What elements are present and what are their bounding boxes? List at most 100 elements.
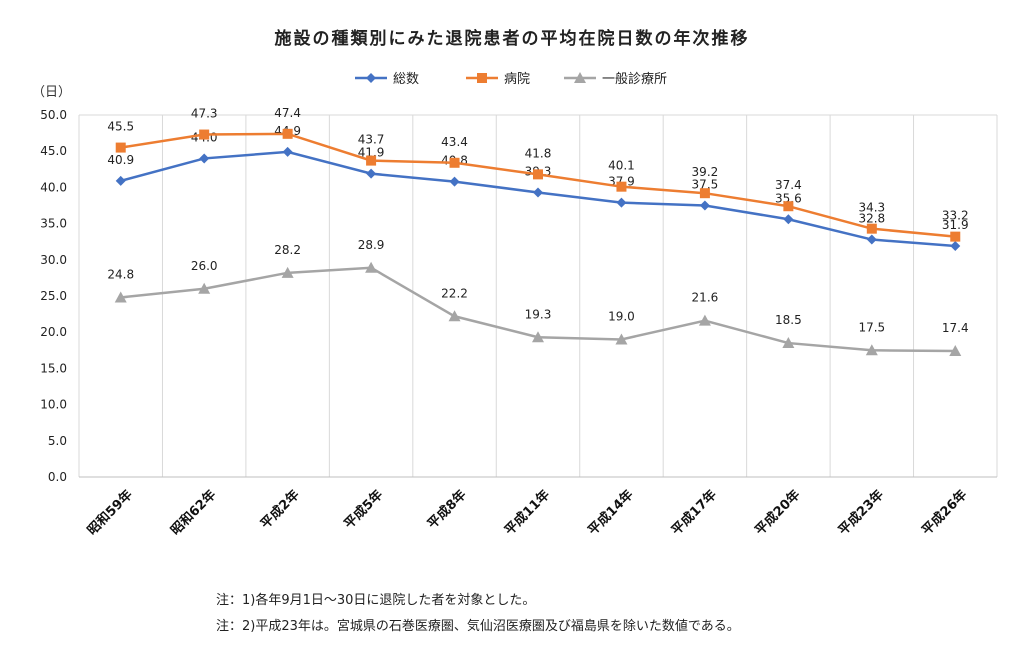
legend-label: 一般診療所 [602,71,667,87]
data-label: 41.8 [525,146,552,160]
data-label: 47.3 [191,107,218,121]
data-point-triangle [198,282,211,294]
data-point-diamond [282,146,293,157]
y-tick-label: 0.0 [48,470,67,484]
footnote-1: 注：1)各年9月1日～30日に退院した者を対象とした。 [216,593,536,608]
data-point-square [866,223,877,234]
data-label: 17.4 [942,321,969,335]
series-clinic: 24.8 26.0 28.2 28.9 22.2 19.3 19.0 21.6 18.5 17.5… [107,238,969,357]
data-label: 45.5 [107,120,134,134]
data-label: 43.4 [441,135,468,149]
y-tick-label: 10.0 [40,398,67,412]
data-label: 32.8 [858,212,885,226]
data-point-square [449,157,460,168]
legend-item: 病院 [466,72,530,87]
data-point-diamond [199,153,210,164]
line-chart: 施設の種類別にみた退院患者の平均在院日数の年次推移 （日） 0.0 5.0 10.0 15… [32,28,998,539]
data-point-square [282,128,293,139]
data-point-square [533,169,543,180]
data-point-triangle [281,266,294,278]
data-point-square [115,142,126,153]
y-tick-label: 15.0 [40,361,67,375]
y-tick-label: 5.0 [48,434,67,448]
data-label: 33.2 [942,209,969,223]
data-label: 24.8 [107,267,134,281]
data-label: 19.3 [525,307,552,321]
data-point-square [477,73,487,83]
data-point-diamond [783,214,794,225]
data-label: 31.9 [942,218,969,232]
y-tick-label: 25.0 [40,289,67,303]
x-tick-label: 平成17年 [668,487,720,539]
data-label: 37.4 [775,178,802,192]
data-point-diamond [866,234,877,245]
x-tick-label: 平成26年 [919,487,971,539]
chart-title: 施設の種類別にみた退院患者の平均在院日数の年次推移 [275,28,750,49]
data-label: 39.2 [692,165,719,179]
data-point-diamond [366,73,376,83]
y-axis-unit-label: （日） [32,85,71,100]
legend-item: 一般診療所 [564,71,667,87]
data-point-triangle [698,314,711,326]
data-point-square [783,201,794,212]
data-point-triangle [782,337,795,349]
data-label: 22.2 [441,286,468,300]
x-tick-label: 平成8年 [424,487,469,532]
series-hospital: 45.5 47.3 47.4 43.7 43.4 41.8 40.1 39.2 37.4 34.3… [107,106,969,242]
data-label: 34.3 [858,201,885,215]
data-point-diamond [366,168,377,179]
data-label: 28.9 [358,238,385,252]
data-point-triangle [574,72,586,83]
data-point-square [699,188,710,199]
data-label: 21.6 [692,291,719,305]
x-tick-label: 平成14年 [585,487,637,539]
data-point-triangle [365,261,378,273]
data-point-triangle [114,291,127,303]
data-label: 28.2 [274,243,301,257]
series-total: 40.944.044.941.940.839.337.937.535.632.8… [107,124,969,252]
x-tick-label: 平成23年 [835,487,887,539]
data-label: 26.0 [191,259,218,273]
legend-item: 総数 [355,72,419,87]
data-point-triangle [615,333,628,345]
data-label: 35.6 [775,191,802,205]
data-point-diamond [616,197,627,208]
data-label: 43.7 [358,133,385,147]
data-label: 40.9 [107,153,134,167]
x-tick-label: 昭和62年 [168,487,220,539]
x-tick-label: 平成20年 [752,487,804,539]
y-tick-label: 20.0 [40,325,67,339]
data-point-square [950,231,961,242]
data-label: 19.0 [608,309,635,323]
x-tick-label: 昭和59年 [84,487,136,539]
data-point-diamond [699,200,710,211]
x-tick-label: 平成2年 [257,487,302,532]
data-label: 18.5 [775,313,802,327]
data-point-square [616,181,627,192]
y-tick-label: 50.0 [40,108,67,122]
y-tick-label: 45.0 [40,144,67,158]
legend-label: 病院 [504,72,530,87]
x-tick-label: 平成5年 [341,487,386,532]
y-tick-label: 30.0 [40,253,67,267]
data-label: 47.4 [274,106,301,120]
footnote-2: 注：2)平成23年は。宮城県の石巻医療圏、気仙沼医療圏及び福島県を除いた数値であ… [216,619,740,634]
data-label: 41.9 [358,146,385,160]
data-label: 40.1 [608,159,635,173]
data-point-diamond [449,176,460,187]
legend-label: 総数 [393,72,419,87]
data-point-triangle [949,345,962,357]
data-point-diamond [950,241,961,252]
data-point-triangle [448,310,461,322]
data-point-square [366,155,377,166]
data-label: 37.5 [692,178,719,192]
data-label: 17.5 [858,320,885,334]
data-point-triangle [532,331,544,343]
data-point-diamond [533,187,543,198]
y-tick-label: 40.0 [40,180,67,194]
x-tick-label: 平成11年 [501,487,553,539]
data-point-diamond [115,175,126,186]
data-point-square [199,129,210,140]
y-tick-label: 35.0 [40,217,67,231]
data-point-triangle [865,344,878,356]
